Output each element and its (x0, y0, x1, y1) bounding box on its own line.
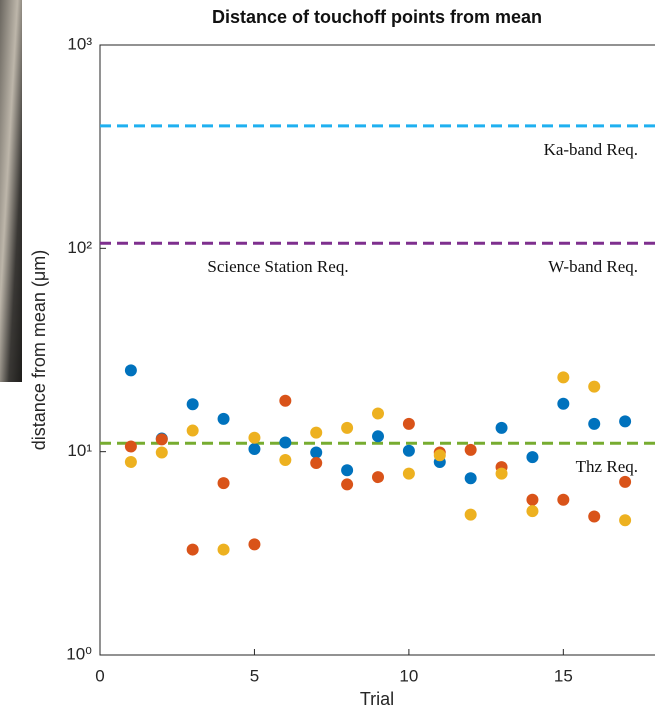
data-point (341, 421, 354, 434)
data-point (186, 424, 199, 437)
reference-label: Thz Req. (576, 457, 638, 476)
data-point (124, 364, 137, 377)
data-point (279, 436, 292, 449)
data-point (372, 407, 384, 420)
data-point (310, 426, 323, 439)
x-axis-label: Trial (360, 689, 394, 709)
reference-label: W-band Req. (548, 257, 638, 276)
data-point (526, 493, 539, 506)
data-point (557, 371, 570, 384)
data-point (341, 478, 354, 491)
data-point (464, 472, 477, 485)
chart-title: Distance of touchoff points from mean (212, 7, 542, 27)
data-point (619, 415, 632, 428)
data-point (155, 433, 168, 446)
data-point (495, 467, 508, 480)
data-point (217, 477, 230, 490)
data-point (588, 417, 601, 430)
data-point (372, 471, 384, 484)
data-point (124, 440, 137, 453)
data-point (526, 505, 539, 518)
x-tick-label: 5 (250, 666, 259, 685)
data-point (155, 446, 168, 459)
data-point (557, 493, 570, 506)
plot-area (99, 44, 655, 656)
reference-label: Ka-band Req. (544, 140, 638, 159)
data-point (372, 430, 384, 443)
data-point (248, 538, 261, 551)
y-tick-label: 10³ (67, 34, 92, 53)
data-point (341, 464, 354, 477)
x-tick-label: 0 (95, 666, 104, 685)
data-point (248, 431, 261, 444)
data-point (217, 543, 230, 556)
data-point (464, 508, 477, 521)
data-point (495, 421, 508, 434)
data-point (619, 514, 632, 527)
data-point (279, 394, 292, 407)
y-axis-label: distance from mean (μm) (29, 250, 49, 450)
data-point (402, 467, 415, 480)
data-point (402, 417, 415, 430)
data-point (433, 449, 446, 462)
x-tick-label: 10 (399, 666, 418, 685)
data-point (186, 543, 199, 556)
data-point (619, 475, 632, 488)
data-point (526, 451, 539, 464)
data-point (402, 444, 415, 457)
data-point (588, 510, 601, 523)
data-point (310, 446, 323, 459)
data-point (588, 380, 601, 393)
data-point (557, 397, 570, 410)
x-tick-label: 15 (554, 666, 573, 685)
data-point (217, 412, 230, 425)
y-tick-label: 10⁰ (66, 644, 92, 663)
reference-label: Science Station Req. (207, 257, 348, 276)
y-tick-label: 10¹ (67, 441, 92, 460)
y-tick-label: 10² (67, 238, 92, 257)
data-point (248, 443, 261, 456)
data-point (279, 453, 292, 466)
data-point (124, 455, 137, 468)
background-photo (0, 0, 22, 382)
data-point (310, 456, 323, 469)
data-point (186, 398, 199, 411)
data-point (464, 443, 477, 456)
